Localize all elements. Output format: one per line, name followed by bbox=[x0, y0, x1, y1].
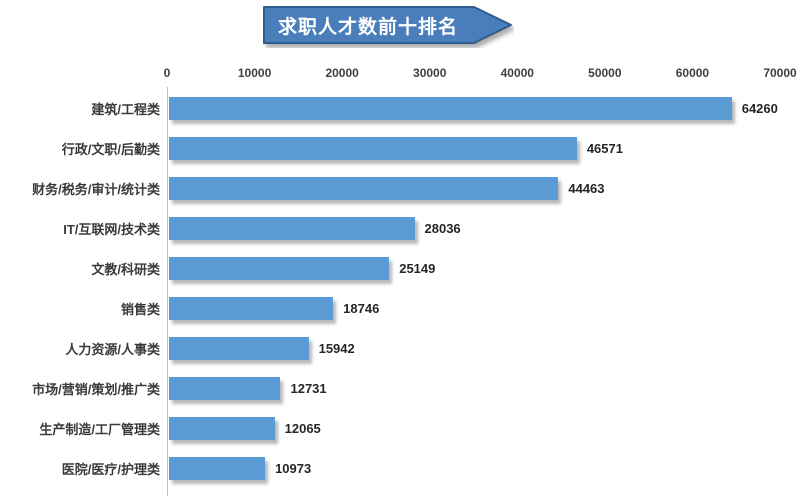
chart-row: 人力资源/人事类 15942 bbox=[0, 328, 807, 368]
bar-track: 18746 bbox=[168, 288, 807, 328]
category-label: 市场/营销/策划/推广类 bbox=[32, 381, 160, 397]
value-label: 15942 bbox=[318, 340, 355, 356]
x-tick: 30000 bbox=[413, 66, 447, 80]
chart-row: 市场/营销/策划/推广类 12731 bbox=[0, 368, 807, 408]
value-label: 25149 bbox=[399, 260, 436, 276]
bar bbox=[169, 176, 559, 200]
chart-row: IT/互联网/技术类 28036 bbox=[0, 208, 807, 248]
bar bbox=[169, 256, 390, 280]
bar-track: 25149 bbox=[168, 248, 807, 288]
bar bbox=[169, 96, 732, 120]
category-label: 生产制造/工厂管理类 bbox=[39, 421, 160, 437]
bar-track: 28036 bbox=[168, 208, 807, 248]
x-tick: 0 bbox=[163, 66, 171, 80]
bar bbox=[169, 136, 577, 160]
bar-track: 46571 bbox=[168, 128, 807, 168]
category-label: 文教/科研类 bbox=[91, 261, 160, 277]
bar-track: 12731 bbox=[168, 368, 807, 408]
category-label: 行政/文职/后勤类 bbox=[61, 141, 160, 157]
bar-track: 44463 bbox=[168, 168, 807, 208]
chart-title-banner: 求职人才数前十排名 bbox=[262, 4, 514, 48]
value-label: 10973 bbox=[275, 460, 312, 476]
bar bbox=[169, 216, 415, 240]
bar bbox=[169, 336, 309, 360]
category-label: 销售类 bbox=[120, 301, 160, 317]
category-label: 医院/医疗/护理类 bbox=[61, 461, 160, 477]
bar-track: 64260 bbox=[168, 88, 807, 128]
bar bbox=[169, 376, 281, 400]
bar bbox=[169, 416, 275, 440]
chart-row: 生产制造/工厂管理类 12065 bbox=[0, 408, 807, 448]
chart-row: 行政/文职/后勤类 46571 bbox=[0, 128, 807, 168]
chart-row: 建筑/工程类 64260 bbox=[0, 88, 807, 128]
value-label: 12065 bbox=[284, 420, 321, 436]
bar bbox=[169, 456, 266, 480]
category-label: 建筑/工程类 bbox=[91, 101, 160, 117]
x-tick: 10000 bbox=[237, 66, 272, 80]
chart-row: 销售类 18746 bbox=[0, 288, 807, 328]
x-tick: 70000 bbox=[763, 66, 797, 80]
value-label: 46571 bbox=[586, 140, 623, 156]
chart-row: 财务/税务/审计/统计类 44463 bbox=[0, 168, 807, 208]
category-label: 人力资源/人事类 bbox=[65, 341, 160, 357]
category-label: IT/互联网/技术类 bbox=[63, 221, 160, 237]
bar-track: 15942 bbox=[168, 328, 807, 368]
value-label: 12731 bbox=[290, 380, 327, 396]
bar-track: 12065 bbox=[168, 408, 807, 448]
plot-area: 建筑/工程类 64260 行政/文职/后勤类 46571 财务/税务/审计/统计… bbox=[0, 88, 807, 488]
chart-row: 医院/医疗/护理类 10973 bbox=[0, 448, 807, 488]
bar bbox=[169, 296, 334, 320]
x-tick: 60000 bbox=[675, 66, 710, 80]
x-tick: 50000 bbox=[588, 66, 622, 80]
value-label: 28036 bbox=[424, 220, 461, 236]
x-tick: 40000 bbox=[500, 66, 534, 80]
value-label: 18746 bbox=[343, 300, 380, 316]
value-label: 44463 bbox=[568, 180, 605, 196]
value-label: 64260 bbox=[741, 100, 778, 116]
banner-arrow-shape bbox=[263, 6, 512, 44]
x-axis-ticks: 0 10000 20000 30000 40000 50000 60000 70… bbox=[163, 66, 797, 82]
chart-row: 文教/科研类 25149 bbox=[0, 248, 807, 288]
y-axis-line bbox=[167, 87, 168, 496]
bar-track: 10973 bbox=[168, 448, 807, 488]
chart-title: 求职人才数前十排名 bbox=[277, 16, 458, 38]
category-label: 财务/税务/审计/统计类 bbox=[32, 181, 160, 197]
x-tick: 20000 bbox=[325, 66, 359, 80]
